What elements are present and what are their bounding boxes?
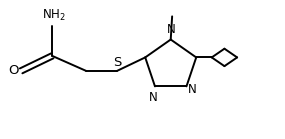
Text: S: S — [113, 56, 122, 69]
Text: NH$_2$: NH$_2$ — [42, 8, 66, 23]
Text: N: N — [188, 83, 196, 96]
Text: O: O — [8, 64, 19, 77]
Text: N: N — [149, 91, 158, 104]
Text: N: N — [167, 23, 176, 36]
